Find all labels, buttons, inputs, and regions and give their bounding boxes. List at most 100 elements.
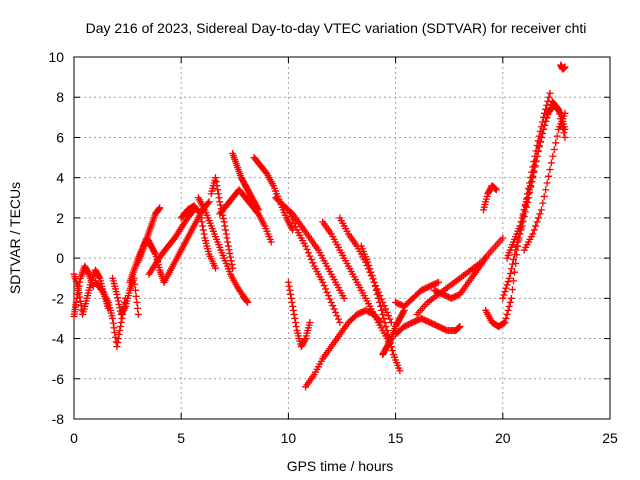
data-point — [434, 278, 442, 286]
series-arc-28 — [482, 89, 554, 330]
data-point — [380, 314, 388, 322]
data-point — [536, 210, 544, 218]
y-tick-label: 2 — [56, 210, 64, 226]
data-point — [285, 282, 293, 290]
data-point — [131, 280, 139, 288]
data-point — [384, 312, 392, 320]
data-point — [535, 141, 543, 149]
data-point — [304, 249, 312, 257]
data-point — [291, 314, 299, 322]
data-point — [216, 198, 224, 206]
data-point — [502, 284, 510, 292]
series-arc-25 — [413, 234, 507, 318]
data-point — [151, 249, 159, 257]
data-point — [374, 294, 382, 302]
data-point — [491, 184, 499, 192]
data-point — [507, 294, 515, 302]
data-point — [561, 63, 569, 71]
data-point — [556, 110, 564, 118]
data-point — [553, 104, 561, 112]
series-arc-30 — [503, 97, 569, 262]
series-arc-26 — [430, 254, 490, 302]
data-point — [535, 214, 543, 222]
data-point — [292, 318, 300, 326]
data-point — [195, 209, 203, 217]
data-point — [373, 290, 381, 298]
plot-frame — [73, 56, 611, 420]
data-point — [456, 322, 464, 330]
data-point — [228, 260, 236, 268]
data-point — [528, 178, 536, 186]
data-point — [220, 218, 228, 226]
data-point — [369, 275, 377, 283]
data-point — [212, 178, 220, 186]
data-point — [519, 210, 527, 218]
data-point — [115, 331, 123, 339]
data-point — [533, 218, 541, 226]
data-point — [547, 159, 555, 167]
data-point — [224, 238, 232, 246]
x-tick-label: 20 — [495, 430, 511, 446]
data-point — [134, 310, 142, 318]
data-point — [560, 129, 568, 137]
data-point — [309, 259, 317, 267]
data-point — [372, 286, 380, 294]
data-point — [501, 318, 509, 326]
data-point — [516, 222, 524, 230]
data-point — [114, 294, 122, 302]
data-point — [244, 298, 252, 306]
series-arc-23 — [392, 314, 464, 339]
data-point — [527, 182, 535, 190]
data-point — [517, 218, 525, 226]
x-tick-label: 15 — [388, 430, 404, 446]
data-point — [378, 306, 386, 314]
data-point — [114, 335, 122, 343]
data-point — [156, 204, 164, 212]
data-point — [213, 182, 221, 190]
data-point — [226, 249, 234, 257]
x-tick-label: 10 — [281, 430, 297, 446]
data-point — [541, 121, 549, 129]
data-point — [155, 205, 163, 213]
y-tick-label: 4 — [56, 170, 64, 186]
data-point — [388, 347, 396, 355]
data-point — [552, 139, 560, 147]
data-point — [319, 278, 327, 286]
data-point — [492, 186, 500, 194]
data-point — [225, 246, 233, 254]
data-point — [284, 278, 292, 286]
x-tick-labels: 0 5 10 15 20 25 — [70, 430, 618, 446]
data-point — [254, 205, 262, 213]
data-point — [508, 286, 516, 294]
data-point — [286, 286, 294, 294]
data-point — [229, 264, 237, 272]
data-point — [530, 168, 538, 176]
data-point — [214, 186, 222, 194]
data-point — [113, 290, 121, 298]
data-point — [95, 273, 103, 281]
data-point — [534, 147, 542, 155]
data-point — [379, 310, 387, 318]
data-point — [506, 298, 514, 306]
data-point — [522, 198, 530, 206]
data-point — [540, 125, 548, 133]
data-point — [199, 226, 207, 234]
series-arc-21 — [357, 242, 404, 375]
y-tick-label: -8 — [52, 411, 65, 427]
data-point — [330, 305, 338, 313]
data-point — [386, 315, 394, 323]
data-point — [499, 234, 507, 242]
data-point — [84, 269, 92, 277]
data-point — [109, 319, 117, 327]
data-point — [525, 190, 533, 198]
data-point — [364, 258, 372, 266]
data-point — [396, 367, 404, 375]
data-point — [214, 190, 222, 198]
data-point — [529, 174, 537, 182]
data-point — [559, 124, 567, 132]
data-point — [111, 329, 119, 337]
data-point — [326, 295, 334, 303]
series-arc-17 — [284, 278, 314, 351]
data-point — [287, 290, 295, 298]
data-point — [503, 310, 511, 318]
